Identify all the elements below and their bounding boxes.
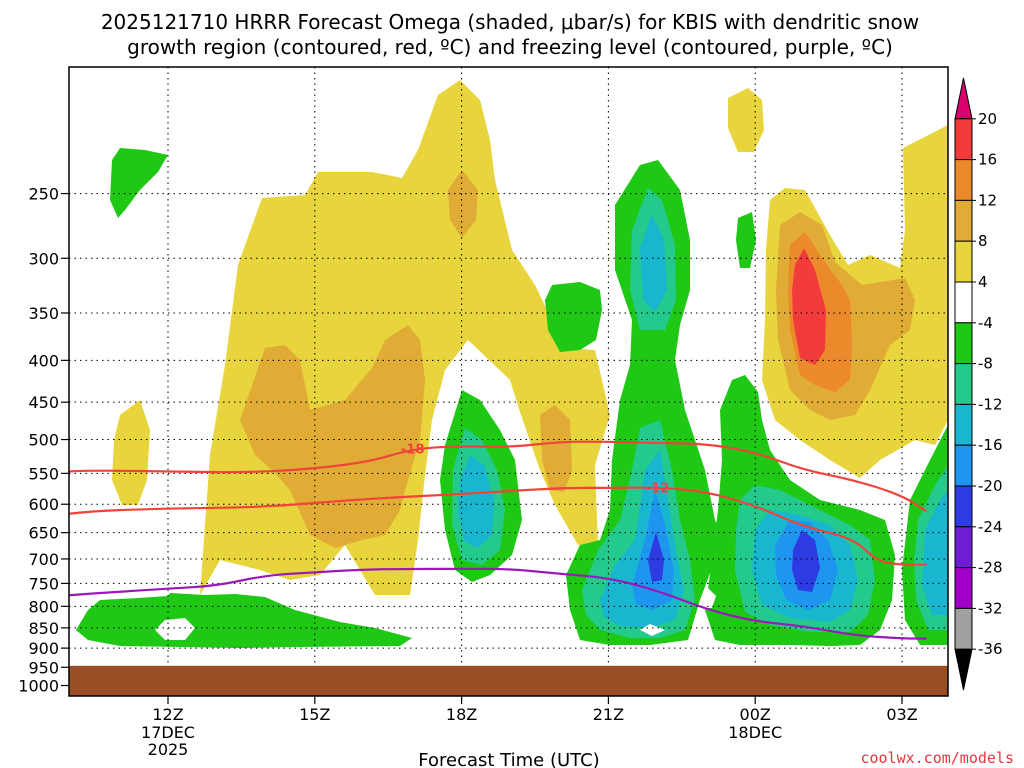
omega-positive-region <box>448 170 478 238</box>
y-tick-label: 1000 <box>18 677 59 696</box>
chart-title-line-2: growth region (contoured, red, ºC) and f… <box>127 35 893 59</box>
omega-positive-region <box>112 400 150 505</box>
omega-negative-region <box>545 282 602 352</box>
contour-label: -12 <box>646 481 670 496</box>
omega-negative-region <box>922 490 948 615</box>
y-tick-label: 750 <box>28 574 59 593</box>
x-tick-date: 18DEC <box>728 723 782 742</box>
colorbar-swatch <box>954 159 973 201</box>
colorbar-label: -28 <box>978 559 1003 577</box>
y-tick-label: 250 <box>28 185 59 204</box>
colorbar-swatch <box>954 118 973 161</box>
x-tick-date: 17DEC <box>141 723 195 742</box>
colorbar-swatch <box>954 485 973 528</box>
colorbar-label: -8 <box>978 355 993 373</box>
y-tick-label: 350 <box>28 304 59 323</box>
y-tick-label: 600 <box>28 495 59 514</box>
omega-shading <box>76 80 948 648</box>
omega-negative-region <box>640 215 667 312</box>
omega-negative-region <box>792 530 820 592</box>
y-tick-label: 500 <box>28 431 59 450</box>
colorbar-swatch <box>954 567 973 609</box>
y-tick-label: 450 <box>28 393 59 412</box>
omega-positive-region <box>240 325 425 548</box>
ground-terrain <box>69 665 948 696</box>
omega-weak-hole <box>640 624 665 636</box>
colorbar-bottom-triangle <box>954 648 973 691</box>
omega-weak-hole <box>700 588 716 608</box>
x-tick-label: 15Z <box>299 705 330 724</box>
colorbar-swatch <box>954 322 973 365</box>
colorbar-label: -12 <box>978 395 1003 413</box>
colorbar-label: 4 <box>978 273 988 291</box>
chart-title-line-1: 2025121710 HRRR Forecast Omega (shaded, … <box>101 10 919 34</box>
colorbar-label: -20 <box>978 477 1003 495</box>
colorbar-label: -36 <box>978 640 1003 658</box>
plot-frame <box>68 66 949 697</box>
contour-line-dendritic-growth-12c <box>69 486 927 566</box>
y-tick-label: 700 <box>28 550 59 569</box>
omega-negative-region <box>648 532 664 582</box>
omega-positive-region <box>728 88 764 152</box>
colorbar-label: -32 <box>978 599 1003 617</box>
contour-labels: -18 -12 <box>401 443 670 497</box>
colorbar-label: 8 <box>978 232 988 250</box>
y-tick-label: 850 <box>28 619 59 638</box>
y-tick-label: 800 <box>28 597 59 616</box>
colorbar-swatch <box>954 526 973 569</box>
colorbar-label: 20 <box>978 110 997 128</box>
omega-negative-region <box>566 160 720 645</box>
temperature-contours <box>69 440 928 640</box>
x-tick-label: 00Z <box>740 705 771 724</box>
omega-negative-region <box>110 148 168 218</box>
colorbar: 20 16 12 8 4 -4 -8 -12 -16 -20 -24 -28 -32 -36 <box>954 77 1003 691</box>
y-tick-label: 300 <box>28 249 59 268</box>
colorbar-label: 12 <box>978 191 997 209</box>
x-tick-label: 18Z <box>446 705 477 724</box>
colorbar-swatch <box>954 240 973 283</box>
omega-weak-hole <box>155 618 195 640</box>
colorbar-swatch <box>954 607 973 650</box>
colorbar-swatch <box>954 363 973 405</box>
y-tick-label: 950 <box>28 658 59 677</box>
omega-positive-region <box>540 405 572 492</box>
colorbar-label: -24 <box>978 518 1003 536</box>
plot-area: -18 -12 <box>68 66 949 697</box>
colorbar-top-triangle <box>954 77 973 120</box>
y-tick-label: 900 <box>28 639 59 658</box>
omega-negative-region <box>736 212 756 268</box>
colorbar-label: -16 <box>978 436 1003 454</box>
colorbar-label: -4 <box>978 314 993 332</box>
contour-line-freezing-level <box>69 567 927 640</box>
x-tick-label: 12Z <box>152 705 183 724</box>
y-tick-label: 550 <box>28 464 59 483</box>
y-tick-label: 650 <box>28 524 59 543</box>
colorbar-label: 16 <box>978 151 997 169</box>
colorbar-swatch <box>954 199 973 242</box>
x-tick-year: 2025 <box>148 740 189 759</box>
omega-negative-region <box>458 455 494 548</box>
colorbar-swatch <box>954 281 973 324</box>
contour-label: -18 <box>401 443 425 458</box>
colorbar-swatch <box>954 403 973 446</box>
omega-positive-region <box>792 248 826 365</box>
credit-link[interactable]: coolwx.com/models <box>860 749 1014 767</box>
x-axis-title: Forecast Time (UTC) <box>418 750 599 768</box>
y-tick-label: 400 <box>28 351 59 370</box>
x-tick-label: 21Z <box>593 705 624 724</box>
contour-line-dendritic-growth-18c <box>69 440 928 513</box>
x-tick-label: 03Z <box>886 705 917 724</box>
colorbar-swatch <box>954 444 973 487</box>
pressure-axis: 2503003504004505005506006507007508008509… <box>18 185 69 696</box>
